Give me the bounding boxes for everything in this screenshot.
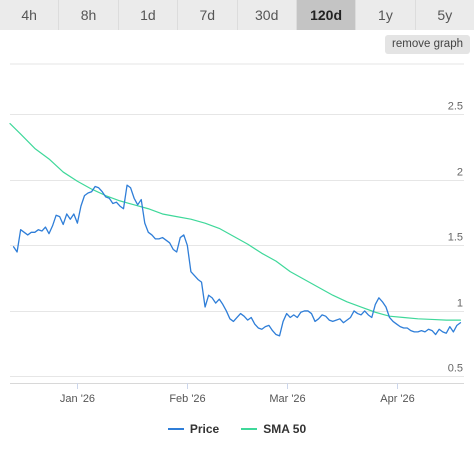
chart-series [9, 122, 462, 337]
tab-30d[interactable]: 30d [237, 0, 297, 30]
legend-item-sma-50[interactable]: SMA 50 [241, 420, 306, 438]
tab-4h[interactable]: 4h [0, 0, 60, 30]
tab-1y[interactable]: 1y [356, 0, 416, 30]
legend-item-price[interactable]: Price [167, 420, 220, 438]
series-line-price [12, 184, 462, 337]
chart-legend: Price SMA 50 [0, 420, 474, 438]
tab-7d[interactable]: 7d [178, 0, 238, 30]
legend-label: SMA 50 [263, 422, 307, 436]
x-tick-label: Apr '26 [380, 393, 415, 405]
legend-label: Price [189, 422, 220, 436]
y-tick-label: 1 [457, 298, 463, 310]
legend-swatch [167, 428, 184, 430]
y-tick-label: 1.5 [448, 232, 463, 244]
tab-8h[interactable]: 8h [59, 0, 119, 30]
legend-swatch [241, 428, 258, 430]
remove-graph-button[interactable]: remove graph [385, 35, 470, 54]
series-line-sma-50 [9, 122, 462, 321]
x-tick-label: Feb '26 [169, 393, 205, 405]
y-tick-label: 2.5 [448, 101, 463, 113]
y-tick-label: 0.5 [448, 363, 463, 375]
tab-1d[interactable]: 1d [118, 0, 179, 30]
chart-grid [10, 63, 464, 377]
y-tick-label: 2 [457, 167, 463, 179]
x-axis: Jan '26 Feb '26 Mar '26 Apr '26 [10, 383, 464, 405]
tab-120d[interactable]: 120d [296, 0, 357, 30]
timeframe-tabs: 4h 8h 1d 7d 30d 120d 1y 5y [0, 0, 474, 30]
tab-5y[interactable]: 5y [415, 0, 474, 30]
x-tick-label: Mar '26 [269, 393, 305, 405]
y-axis: 0.5 1 1.5 2 2.5 [448, 101, 463, 375]
x-tick-label: Jan '26 [60, 393, 95, 405]
